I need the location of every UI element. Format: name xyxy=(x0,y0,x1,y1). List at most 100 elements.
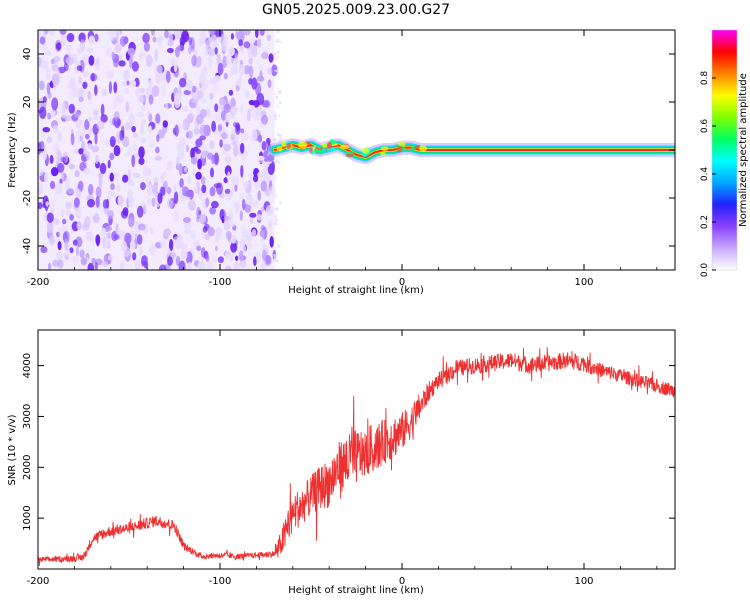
noise-blob xyxy=(122,174,129,183)
noise-blob xyxy=(255,82,262,96)
signal-track-blob xyxy=(362,147,370,154)
noise-blob xyxy=(214,47,218,55)
noise-blob xyxy=(152,176,159,183)
noise-haze xyxy=(276,58,279,60)
noise-blob xyxy=(265,254,271,264)
noise-blob xyxy=(136,205,144,218)
noise-blob xyxy=(247,49,252,59)
noise-haze xyxy=(274,216,277,219)
noise-haze xyxy=(277,259,280,263)
noise-blob xyxy=(60,156,66,163)
noise-blob xyxy=(145,54,153,67)
noise-blob xyxy=(234,204,241,214)
noise-blob xyxy=(141,137,147,144)
noise-blob xyxy=(41,45,48,51)
noise-blob xyxy=(246,242,252,250)
noise-blob xyxy=(231,176,240,188)
noise-blob xyxy=(228,222,236,228)
noise-haze xyxy=(274,194,277,198)
noise-blob xyxy=(199,75,205,85)
noise-blob xyxy=(139,87,146,94)
noise-blob xyxy=(211,120,217,133)
noise-blob xyxy=(259,230,265,238)
noise-blob xyxy=(261,249,267,262)
noise-blob xyxy=(215,226,223,238)
noise-blob xyxy=(165,70,171,83)
noise-blob xyxy=(85,231,93,240)
noise-haze xyxy=(279,41,282,44)
noise-blob xyxy=(65,56,74,66)
noise-blob xyxy=(51,73,60,86)
signal-track-blob xyxy=(380,146,389,151)
noise-blob xyxy=(181,30,190,43)
noise-blob xyxy=(261,141,267,151)
noise-blob xyxy=(219,139,223,148)
signal-track-blob xyxy=(419,145,427,152)
noise-blob xyxy=(87,143,94,150)
noise-haze xyxy=(273,257,277,260)
noise-blob xyxy=(154,49,158,62)
noise-blob xyxy=(142,32,150,44)
noise-blob xyxy=(190,156,198,165)
noise-blob xyxy=(38,30,42,38)
noise-blob xyxy=(257,171,264,178)
noise-blob xyxy=(209,207,217,215)
noise-blob xyxy=(168,239,174,252)
noise-haze xyxy=(274,177,277,180)
noise-blob xyxy=(47,112,52,120)
noise-blob xyxy=(260,180,267,192)
noise-haze xyxy=(274,69,277,72)
noise-blob xyxy=(240,142,245,154)
noise-blob xyxy=(230,187,234,198)
noise-blob xyxy=(50,110,56,118)
noise-blob xyxy=(122,207,129,217)
noise-blob xyxy=(87,116,93,123)
signal-track-blob xyxy=(345,153,354,157)
noise-blob xyxy=(44,30,49,35)
noise-blob xyxy=(82,126,86,136)
noise-blob xyxy=(109,152,115,161)
noise-blob xyxy=(243,41,251,49)
noise-blob xyxy=(268,186,276,195)
noise-blob xyxy=(240,164,244,178)
signal-track-blob xyxy=(340,144,350,149)
noise-blob xyxy=(238,39,243,47)
noise-blob xyxy=(68,103,76,114)
noise-blob xyxy=(96,120,105,130)
noise-blob xyxy=(150,30,155,36)
noise-blob xyxy=(73,197,80,208)
colorbar-tick-label: 0.4 xyxy=(700,167,710,182)
noise-blob xyxy=(214,103,219,112)
noise-blob xyxy=(156,65,163,74)
noise-blob xyxy=(75,87,82,98)
noise-blob xyxy=(136,234,143,245)
noise-haze xyxy=(275,232,278,235)
signal-track xyxy=(267,138,675,165)
noise-blob xyxy=(76,119,83,126)
noise-blob xyxy=(65,180,70,190)
y-tick-label: 4000 xyxy=(22,353,33,378)
noise-blob xyxy=(173,183,177,193)
noise-blob xyxy=(82,90,86,98)
noise-blob xyxy=(95,195,100,208)
noise-blob xyxy=(148,79,153,88)
noise-blob xyxy=(132,252,137,261)
noise-blob xyxy=(62,230,70,244)
noise-blob xyxy=(123,69,130,81)
signal-track-blob xyxy=(310,151,316,155)
noise-blob xyxy=(147,198,152,205)
noise-blob xyxy=(208,30,215,35)
noise-blob xyxy=(213,81,220,93)
noise-blob xyxy=(196,245,202,251)
noise-blob xyxy=(223,34,228,41)
noise-blob xyxy=(162,180,168,190)
noise-blob xyxy=(267,219,273,230)
noise-blob xyxy=(230,106,238,114)
noise-blob xyxy=(253,175,259,183)
noise-blob xyxy=(186,79,193,92)
colorbar-frame xyxy=(711,29,738,271)
noise-blob xyxy=(151,183,158,194)
noise-blob xyxy=(245,193,253,206)
noise-blob xyxy=(113,99,118,110)
noise-blob xyxy=(94,58,101,70)
